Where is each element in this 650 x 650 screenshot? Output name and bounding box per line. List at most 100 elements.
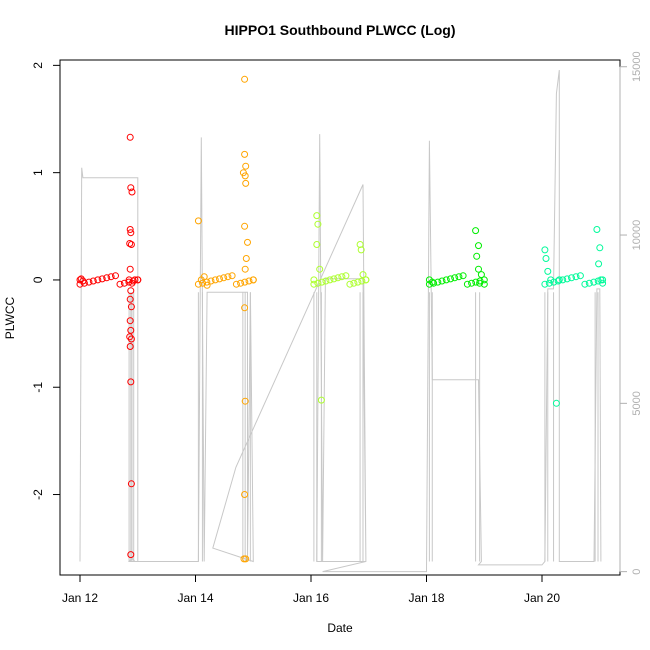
- data-point: [326, 276, 334, 284]
- data-point: [581, 280, 589, 288]
- data-point: [216, 275, 223, 283]
- data-point: [544, 267, 552, 275]
- data-point: [541, 246, 549, 254]
- data-point: [451, 274, 459, 282]
- data-point: [126, 265, 134, 273]
- y-tick-label: 0: [31, 276, 45, 283]
- data-point: [322, 277, 330, 285]
- data-point: [127, 335, 135, 343]
- data-point: [342, 272, 350, 280]
- data-point: [473, 252, 481, 260]
- data-point: [98, 275, 106, 283]
- data-point: [126, 133, 134, 141]
- data-point: [128, 188, 136, 196]
- data-point: [358, 277, 366, 285]
- x-tick-label: Jan 18: [408, 591, 444, 605]
- data-point: [126, 317, 134, 325]
- data-point: [330, 275, 338, 283]
- data-point: [590, 278, 598, 286]
- data-point: [357, 246, 365, 254]
- data-point: [126, 295, 134, 303]
- data-point: [89, 277, 97, 285]
- data-point: [359, 271, 367, 279]
- data-point: [224, 273, 232, 281]
- data-point: [596, 244, 604, 252]
- data-point: [599, 279, 607, 287]
- data-points: [76, 75, 607, 563]
- data-point: [313, 212, 321, 220]
- data-point: [241, 222, 249, 230]
- data-point: [554, 277, 562, 285]
- data-point: [317, 396, 325, 404]
- data-point: [477, 271, 485, 279]
- y-tick-label: -1: [31, 382, 45, 393]
- data-point: [127, 184, 135, 192]
- data-point: [126, 240, 134, 247]
- right-tick-label: 15000: [631, 51, 643, 82]
- data-point: [338, 273, 346, 281]
- data-point: [362, 276, 370, 284]
- data-point: [334, 274, 342, 282]
- data-point: [346, 280, 354, 288]
- data-point: [438, 277, 446, 285]
- data-point: [127, 241, 135, 248]
- data-point: [241, 304, 249, 312]
- data-point: [545, 279, 553, 287]
- data-point: [459, 272, 467, 280]
- data-point: [594, 277, 602, 285]
- data-point: [563, 275, 571, 283]
- data-point: [350, 279, 358, 287]
- data-point: [127, 378, 135, 386]
- data-point: [85, 278, 93, 286]
- data-point: [203, 281, 211, 289]
- altitude-trace: [79, 70, 602, 573]
- data-point: [242, 255, 250, 262]
- data-point: [468, 279, 476, 287]
- right-tick-label: 5000: [631, 391, 643, 415]
- data-point: [76, 280, 84, 288]
- x-tick-label: Jan 20: [524, 591, 560, 605]
- data-point: [211, 276, 219, 284]
- data-point: [237, 279, 245, 287]
- data-point: [314, 220, 322, 228]
- y-tick-label: 2: [31, 62, 45, 69]
- data-point: [194, 280, 202, 288]
- data-point: [480, 276, 488, 284]
- data-point: [475, 242, 482, 250]
- data-point: [125, 278, 133, 286]
- data-point: [310, 280, 318, 288]
- data-point: [599, 276, 607, 284]
- data-point: [245, 277, 253, 285]
- data-point: [107, 273, 115, 281]
- data-point: [559, 276, 567, 284]
- data-point: [455, 273, 463, 281]
- data-point: [313, 241, 321, 248]
- data-point: [434, 278, 442, 286]
- data-point: [463, 280, 471, 288]
- x-tick-label: Jan 12: [62, 591, 98, 605]
- data-point: [354, 278, 362, 286]
- data-point: [126, 333, 134, 341]
- data-point: [244, 238, 251, 246]
- right-tick-label: 0: [631, 569, 643, 575]
- data-point: [103, 274, 111, 282]
- data-point: [476, 277, 484, 285]
- x-axis: Jan 12 Jan 14 Jan 16 Jan 18 Jan 20: [62, 574, 560, 605]
- data-point: [199, 279, 207, 287]
- data-point: [242, 179, 250, 187]
- data-point: [241, 491, 249, 498]
- data-point: [568, 274, 575, 282]
- data-point: [131, 276, 139, 284]
- right-tick-label: 10000: [631, 220, 643, 251]
- right-axis: 0 5000 10000 15000: [619, 51, 643, 575]
- data-point: [242, 555, 250, 563]
- data-point: [249, 276, 257, 284]
- data-point: [241, 397, 249, 405]
- y-tick-label: -2: [31, 489, 45, 500]
- data-point: [576, 272, 584, 280]
- data-point: [241, 172, 249, 180]
- data-point: [127, 303, 135, 311]
- data-point: [127, 551, 135, 559]
- data-point: [595, 260, 603, 268]
- data-point: [129, 277, 137, 285]
